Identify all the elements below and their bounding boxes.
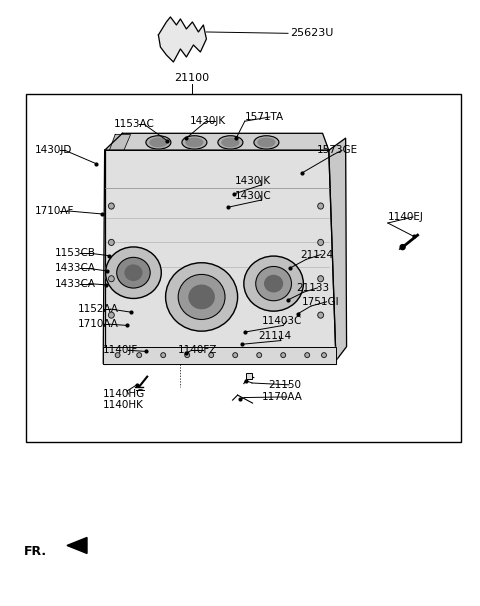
- Ellipse shape: [218, 136, 243, 149]
- Ellipse shape: [150, 138, 167, 147]
- Ellipse shape: [137, 353, 142, 358]
- Ellipse shape: [254, 136, 279, 149]
- Ellipse shape: [256, 267, 291, 301]
- Ellipse shape: [244, 256, 303, 311]
- Ellipse shape: [318, 276, 324, 282]
- Text: 1430JK: 1430JK: [235, 176, 271, 185]
- Ellipse shape: [189, 285, 214, 308]
- Text: 1571TA: 1571TA: [245, 112, 284, 122]
- Text: 1433CA: 1433CA: [55, 279, 96, 288]
- Polygon shape: [103, 347, 336, 364]
- Text: 1433CA: 1433CA: [55, 264, 96, 273]
- Ellipse shape: [106, 247, 161, 298]
- Polygon shape: [67, 538, 87, 553]
- Ellipse shape: [108, 276, 114, 282]
- Ellipse shape: [322, 353, 326, 358]
- Ellipse shape: [264, 275, 283, 292]
- Text: 1710AF: 1710AF: [35, 206, 74, 216]
- Text: 1710AA: 1710AA: [78, 319, 119, 329]
- Text: 1140FZ: 1140FZ: [178, 345, 217, 355]
- Text: 1140HG: 1140HG: [103, 389, 145, 399]
- Text: 1573GE: 1573GE: [317, 145, 358, 155]
- Ellipse shape: [108, 203, 114, 209]
- Ellipse shape: [209, 353, 214, 358]
- Text: 1170AA: 1170AA: [262, 392, 302, 402]
- Text: 11403C: 11403C: [262, 316, 302, 326]
- Polygon shape: [105, 133, 329, 150]
- Bar: [246, 373, 252, 379]
- Text: 21124: 21124: [300, 250, 333, 259]
- Ellipse shape: [117, 258, 150, 288]
- Ellipse shape: [233, 353, 238, 358]
- Ellipse shape: [178, 275, 225, 319]
- Ellipse shape: [257, 353, 262, 358]
- Text: 21114: 21114: [258, 331, 291, 341]
- Ellipse shape: [146, 136, 171, 149]
- Ellipse shape: [125, 265, 142, 281]
- Text: 21100: 21100: [174, 73, 210, 82]
- Ellipse shape: [182, 136, 207, 149]
- Text: 1140JF: 1140JF: [103, 345, 138, 355]
- Text: 1140EJ: 1140EJ: [388, 212, 424, 222]
- Ellipse shape: [281, 353, 286, 358]
- Text: 1152AA: 1152AA: [78, 304, 119, 314]
- Text: 25623U: 25623U: [290, 28, 334, 38]
- Ellipse shape: [222, 138, 239, 147]
- Text: 1430JC: 1430JC: [235, 191, 272, 201]
- Polygon shape: [109, 135, 131, 150]
- Polygon shape: [103, 150, 336, 364]
- Ellipse shape: [115, 353, 120, 358]
- Text: 1430JK: 1430JK: [190, 116, 226, 126]
- Text: 1153AC: 1153AC: [114, 119, 155, 129]
- Ellipse shape: [318, 239, 324, 245]
- Polygon shape: [329, 138, 347, 361]
- Text: 21150: 21150: [268, 380, 301, 390]
- Text: 1153CB: 1153CB: [55, 248, 96, 258]
- Text: 1430JD: 1430JD: [35, 145, 72, 155]
- Text: 1751GI: 1751GI: [301, 297, 339, 307]
- Ellipse shape: [318, 312, 324, 318]
- Text: 1140HK: 1140HK: [103, 400, 144, 410]
- Text: FR.: FR.: [24, 545, 47, 558]
- Polygon shape: [158, 17, 206, 62]
- Ellipse shape: [186, 138, 203, 147]
- Ellipse shape: [166, 263, 238, 331]
- Ellipse shape: [161, 353, 166, 358]
- Ellipse shape: [305, 353, 310, 358]
- Text: 21133: 21133: [297, 283, 330, 293]
- Ellipse shape: [108, 312, 114, 318]
- Ellipse shape: [318, 203, 324, 209]
- Ellipse shape: [258, 138, 275, 147]
- Ellipse shape: [185, 353, 190, 358]
- Ellipse shape: [108, 239, 114, 245]
- Bar: [26, 94, 461, 442]
- Circle shape: [400, 245, 405, 250]
